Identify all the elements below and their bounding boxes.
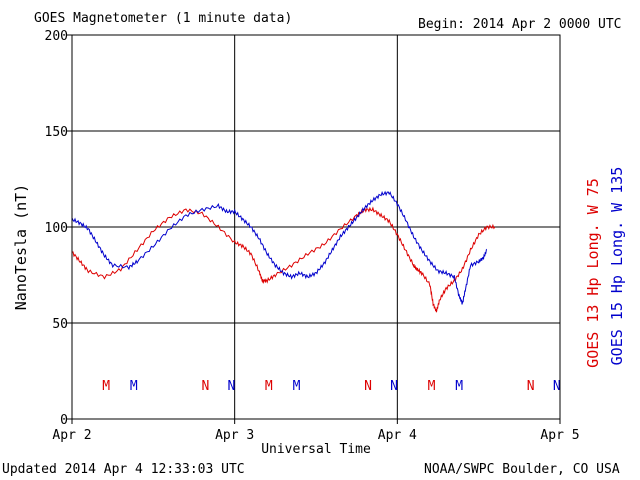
marker-1-5: N	[553, 379, 561, 394]
y-tick-label-100: 100	[45, 221, 68, 236]
marker-1-1: N	[227, 379, 235, 394]
legend-goes15: GOES 15 Hp Long. W 135	[608, 167, 626, 366]
y-tick-label-200: 200	[45, 29, 68, 44]
marker-1-3: N	[390, 379, 398, 394]
marker-1-2: M	[293, 379, 301, 394]
marker-0-3: N	[364, 379, 372, 394]
data-source: NOAA/SWPC Boulder, CO USA	[424, 462, 620, 477]
legend-goes13: GOES 13 Hp Long. W 75	[584, 178, 602, 368]
y-tick-label-50: 50	[52, 317, 68, 332]
marker-0-0: M	[102, 379, 110, 394]
x-tick-label-2: Apr 4	[378, 428, 417, 443]
begin-time: Begin: 2014 Apr 2 0000 UTC	[418, 17, 622, 32]
marker-1-4: M	[455, 379, 463, 394]
y-axis-label: NanoTesla (nT)	[12, 184, 30, 310]
marker-0-1: N	[201, 379, 209, 394]
marker-0-2: M	[265, 379, 273, 394]
marker-0-4: M	[428, 379, 436, 394]
y-tick-label-150: 150	[45, 125, 68, 140]
marker-1-0: M	[130, 379, 138, 394]
marker-0-5: N	[527, 379, 535, 394]
x-tick-label-3: Apr 5	[540, 428, 579, 443]
series-line-1	[71, 190, 488, 305]
x-axis-label: Universal Time	[261, 442, 371, 457]
x-tick-label-0: Apr 2	[52, 428, 91, 443]
x-tick-label-1: Apr 3	[215, 428, 254, 443]
plot-frame	[71, 34, 561, 420]
chart-title: GOES Magnetometer (1 minute data)	[34, 11, 293, 26]
y-tick-label-0: 0	[60, 413, 68, 428]
series-line-0	[71, 206, 496, 313]
updated-time: Updated 2014 Apr 4 12:33:03 UTC	[2, 462, 245, 477]
